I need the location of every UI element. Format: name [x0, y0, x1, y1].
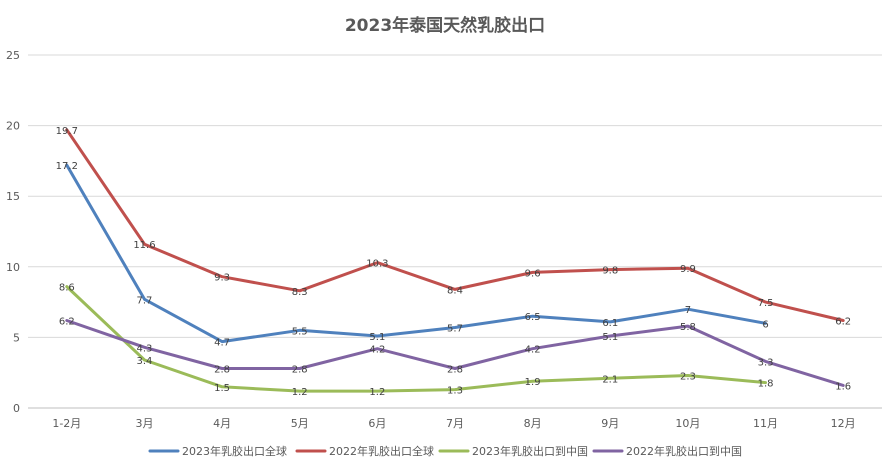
data-label: 4.2	[369, 345, 385, 356]
data-label: 2.8	[447, 364, 463, 375]
y-tick-label: 10	[6, 261, 20, 274]
y-tick-label: 20	[6, 120, 20, 133]
x-tick-label: 7月	[446, 417, 464, 430]
data-label: 5.1	[602, 332, 618, 343]
data-label: 5.8	[680, 322, 696, 333]
chart-title: 2023年泰国天然乳胶出口	[345, 15, 545, 36]
y-tick-label: 25	[6, 49, 20, 62]
data-label: 1.2	[292, 387, 308, 398]
data-label: 8.6	[59, 283, 75, 294]
data-label: 2.1	[602, 374, 618, 385]
data-label: 4.2	[525, 345, 541, 356]
data-label: 3.3	[758, 357, 774, 368]
x-tick-label: 6月	[368, 417, 386, 430]
data-label: 4.7	[214, 338, 230, 349]
x-tick-label: 3月	[135, 417, 153, 430]
x-tick-label: 5月	[291, 417, 309, 430]
data-label: 9.3	[214, 273, 230, 284]
data-label: 8.4	[447, 285, 463, 296]
legend-entry-label: 2023年乳胶出口到中国	[472, 444, 588, 458]
data-label: 11.6	[133, 240, 155, 251]
data-label: 6	[762, 319, 768, 330]
axis-labels: 0 5 10 15 20 25 1-2月 3月 4月 5月 6月 7月 8月 9月 10月 11月 12月	[6, 49, 856, 430]
x-tick-label: 10月	[675, 417, 700, 430]
y-tick-label: 15	[6, 190, 20, 203]
data-label: 1.6	[835, 381, 851, 392]
data-label: 8.3	[292, 287, 308, 298]
data-label: 17.2	[56, 161, 78, 172]
x-tick-label: 9月	[601, 417, 619, 430]
data-label: 5.7	[447, 324, 463, 335]
gridlines	[28, 54, 882, 409]
x-tick-label: 12月	[831, 417, 856, 430]
data-label: 1.8	[758, 379, 774, 390]
y-tick-label: 5	[13, 331, 20, 344]
data-label: 6.2	[59, 316, 75, 327]
data-label: 1.9	[525, 377, 541, 388]
data-label: 9.8	[602, 266, 618, 277]
legend-entry-label: 2022年乳胶出口到中国	[626, 444, 742, 458]
series-line	[65, 128, 845, 322]
data-label: 5.5	[292, 326, 308, 337]
data-label: 2.8	[214, 364, 230, 375]
data-label: 3.4	[137, 356, 153, 367]
x-tick-label: 11月	[753, 417, 778, 430]
y-tick-label: 0	[13, 402, 20, 415]
data-label: 1.5	[214, 383, 230, 394]
data-label-group: 17.2 7.7 4.7 5.5 5.1 5.7 6.5 6.1 7 6 19.7 11.6 9.3 8.…	[56, 126, 851, 398]
data-label: 7	[685, 305, 691, 316]
series-group	[65, 128, 845, 393]
data-label: 1.2	[369, 387, 385, 398]
data-label: 9.6	[525, 268, 541, 279]
data-label: 6.2	[835, 316, 851, 327]
data-label: 2.3	[680, 372, 696, 383]
series-line	[65, 285, 767, 393]
data-label: 4.3	[137, 343, 153, 354]
legend: 2023年乳胶出口全球 2022年乳胶出口全球 2023年乳胶出口到中国 2022年乳…	[148, 444, 742, 458]
x-tick-label: 8月	[524, 417, 542, 430]
legend-entry-label: 2022年乳胶出口全球	[329, 444, 434, 458]
data-label: 6.5	[525, 312, 541, 323]
x-tick-label: 4月	[213, 417, 231, 430]
data-label: 5.1	[369, 332, 385, 343]
series-line	[65, 163, 767, 344]
data-label: 7.5	[758, 298, 774, 309]
data-label: 9.9	[680, 264, 696, 275]
data-label: 7.7	[137, 295, 153, 306]
data-label: 10.3	[366, 259, 388, 270]
x-tick-label: 1-2月	[52, 417, 81, 430]
data-label: 2.8	[292, 364, 308, 375]
data-label: 6.1	[602, 318, 618, 329]
data-label: 19.7	[56, 126, 78, 137]
data-label: 1.3	[447, 386, 463, 397]
series-line	[65, 319, 845, 387]
legend-entry-label: 2023年乳胶出口全球	[182, 444, 287, 458]
